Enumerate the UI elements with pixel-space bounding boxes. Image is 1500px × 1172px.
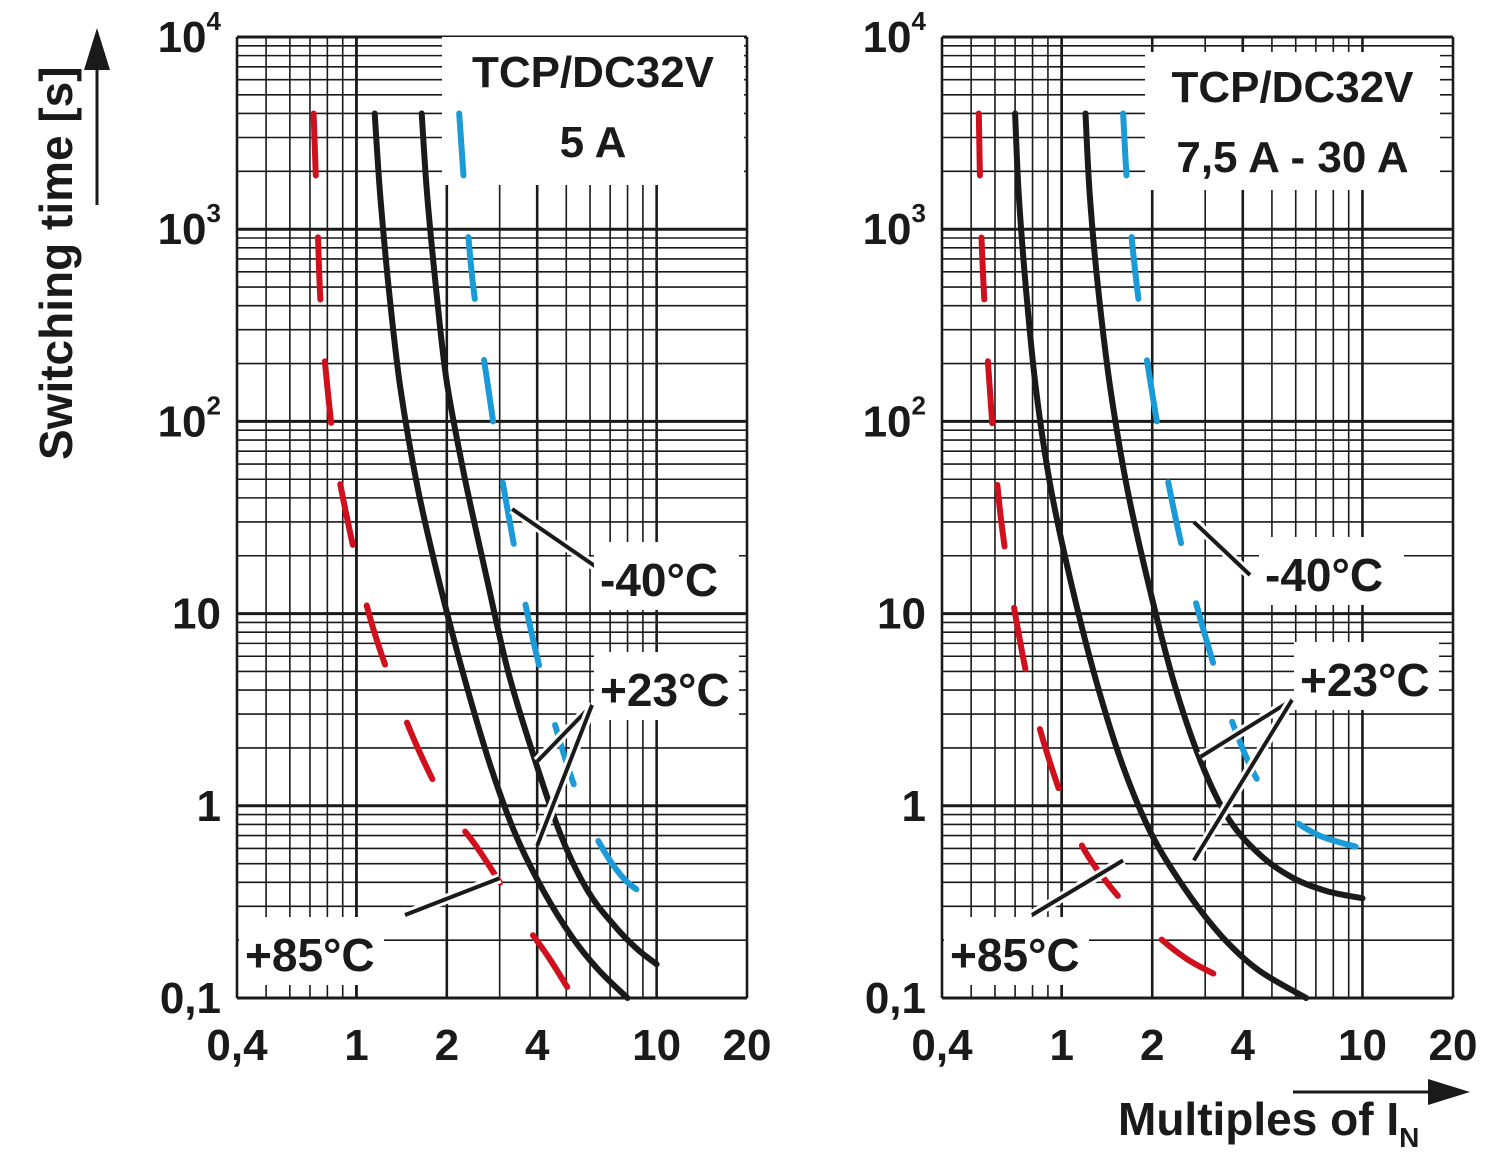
label-plus-85-bg [239, 917, 384, 985]
y-tick-base: 1 [902, 782, 926, 831]
title-line-1: TCP/DC32V [472, 48, 715, 97]
x-tick-label: 2 [435, 1021, 459, 1070]
y-tick-label: 102 [863, 390, 926, 446]
curve--23-c-upper [1082, 110, 1366, 902]
y-tick-label: 0,1 [865, 974, 926, 1023]
x-axis-title-subscript: N [1399, 1122, 1419, 1153]
label-minus-40-bg [594, 542, 739, 610]
leader-line [1192, 698, 1294, 862]
x-tick-label: 4 [525, 1021, 550, 1070]
title-line-1: TCP/DC32V [1171, 63, 1414, 112]
x-axis-title: Multiples of IN [1118, 1093, 1419, 1153]
label-plus-85-bg [944, 917, 1089, 985]
y-tick-base: 10 [158, 397, 207, 446]
curve--40-c [1120, 110, 1366, 852]
title-box-bg [1145, 52, 1440, 190]
leader-line [1030, 858, 1125, 917]
curve--40-c [456, 110, 660, 904]
leader-line [510, 507, 607, 575]
label-minus-40: -40°C [1265, 549, 1383, 601]
y-tick-exponent: 4 [207, 6, 222, 36]
y-tick-exponent: 2 [207, 390, 221, 420]
y-tick-base: 10 [863, 397, 912, 446]
y-tick-label: 102 [158, 390, 221, 446]
label-plus-23: +23°C [1300, 654, 1430, 706]
y-tick-label: 10 [877, 590, 926, 639]
leader-line [1192, 520, 1252, 577]
y-tick-base: 10 [863, 13, 912, 62]
title-box-bg [442, 37, 744, 185]
title-line-2: 5 A [560, 118, 627, 167]
y-tick-base: 0,1 [865, 974, 926, 1023]
label-minus-40: -40°C [600, 554, 718, 606]
temperature-labels: -40°C +23°C +85°C [239, 504, 739, 985]
x-axis-arrow [1293, 1079, 1470, 1105]
y-tick-exponent: 3 [912, 198, 926, 228]
y-tick-base: 1 [197, 782, 221, 831]
y-tick-base: 10 [158, 205, 207, 254]
leader-line [404, 876, 501, 917]
x-tick-label: 20 [1429, 1021, 1478, 1070]
y-axis-title: Switching time [s] [30, 66, 82, 460]
curve--23-c-lower [1012, 110, 1310, 1001]
y-tick-exponent: 3 [207, 198, 221, 228]
label-minus-40-bg [1259, 537, 1404, 605]
curve--85-c [310, 110, 577, 1001]
x-tick-label: 1 [1049, 1021, 1073, 1070]
y-tick-base: 10 [158, 13, 207, 62]
y-tick-label: 10 [172, 590, 221, 639]
x-axis-title-prefix: Multiples of I [1118, 1093, 1399, 1145]
label-plus-85: +85°C [950, 929, 1080, 981]
label-plus-23-bg [594, 652, 739, 720]
leader-line [1199, 698, 1294, 759]
x-tick-label: 4 [1231, 1021, 1256, 1070]
y-tick-base: 0,1 [160, 974, 221, 1023]
title-box: TCP/DC32V 5 A [442, 37, 744, 185]
y-tick-label: 104 [158, 6, 222, 62]
x-tick-label: 20 [723, 1021, 772, 1070]
x-tick-label: 1 [344, 1021, 368, 1070]
leader-line [535, 703, 594, 763]
y-tick-base: 10 [863, 205, 912, 254]
x-tick-label: 2 [1140, 1021, 1164, 1070]
curve--23-c-upper [418, 110, 660, 968]
x-tick-label: 0,4 [206, 1021, 268, 1070]
y-tick-label: 104 [863, 6, 927, 62]
leader-lines [403, 504, 608, 920]
y-tick-label: 103 [863, 198, 926, 254]
x-tick-label: 10 [1338, 1021, 1387, 1070]
x-tick-label: 0,4 [911, 1021, 973, 1070]
title-line-2: 7,5 A - 30 A [1176, 133, 1408, 182]
y-tick-exponent: 4 [912, 6, 927, 36]
y-tick-label: 1 [902, 782, 926, 831]
y-tick-label: 0,1 [160, 974, 221, 1023]
label-plus-85: +85°C [245, 929, 375, 981]
y-tick-base: 10 [172, 590, 221, 639]
curve--85-c [975, 110, 1236, 986]
temperature-labels: -40°C +23°C +85°C [944, 518, 1439, 985]
leader-line [535, 704, 594, 847]
title-box: TCP/DC32V 7,5 A - 30 A [1145, 52, 1440, 190]
leader-lines [1029, 518, 1297, 920]
curve--23-c-lower [371, 110, 631, 1001]
y-tick-base: 10 [877, 590, 926, 639]
label-plus-23-bg [1294, 642, 1439, 710]
y-tick-label: 103 [158, 198, 221, 254]
x-tick-label: 10 [632, 1021, 681, 1070]
y-tick-exponent: 2 [912, 390, 926, 420]
y-axis-arrow [84, 28, 110, 205]
y-tick-label: 1 [197, 782, 221, 831]
label-plus-23: +23°C [600, 664, 730, 716]
